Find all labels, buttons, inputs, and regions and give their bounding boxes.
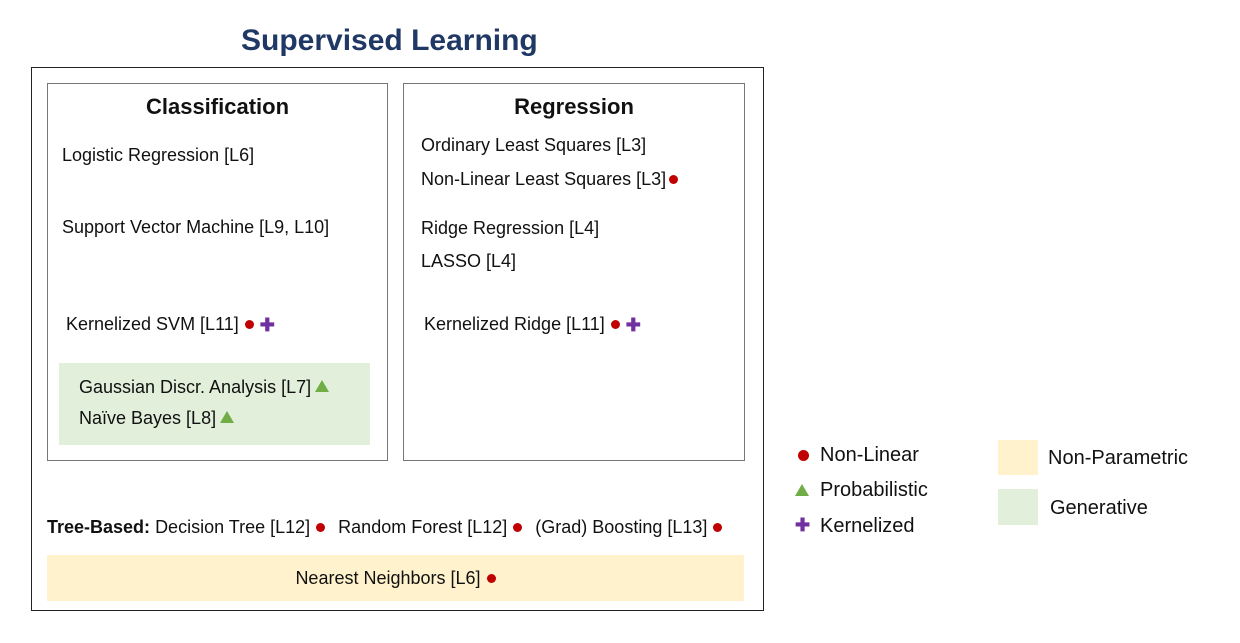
nonlinear-marker-icon xyxy=(513,522,523,532)
probabilistic-marker-icon xyxy=(220,411,235,424)
legend-generative: Generative xyxy=(1050,497,1148,519)
generative-box: Gaussian Discr. Analysis [L7] Naïve Baye… xyxy=(59,363,370,445)
decision-tree-label: Decision Tree [L12] xyxy=(155,517,311,537)
legend-probabilistic: Probabilistic xyxy=(820,479,928,501)
nonparametric-swatch xyxy=(998,440,1038,475)
legend: Non-Linear Probabilistic ✚ Kernelized No… xyxy=(790,440,1220,550)
kernelized-ridge-label: Kernelized Ridge [L11] xyxy=(424,314,605,334)
regression-heading: Regression xyxy=(514,94,634,119)
kernelized-svm-label: Kernelized SVM [L11] xyxy=(66,314,239,334)
kernelized-ridge-item: Kernelized Ridge [L11] ✚ xyxy=(424,313,641,336)
nonlinear-marker-icon xyxy=(486,573,496,583)
nonlinear-marker-icon xyxy=(713,522,723,532)
lasso-item: LASSO [L4] xyxy=(421,250,516,272)
svm-label: Support Vector Machine [L9, L10] xyxy=(62,217,330,237)
nonlinear-marker-icon xyxy=(316,522,326,532)
kernelized-marker-icon: ✚ xyxy=(625,315,641,336)
classification-panel: Classification Logistic Regression [L6] … xyxy=(47,83,388,461)
tree-based-label: Tree-Based: xyxy=(47,517,151,537)
generative-swatch xyxy=(998,489,1038,525)
logistic-regression-item: Logistic Regression [L6] xyxy=(62,144,254,166)
kernelized-marker-icon: ✚ xyxy=(259,315,275,336)
supervised-learning-frame xyxy=(31,67,764,611)
ols-label: Ordinary Least Squares [L3] xyxy=(421,135,647,155)
nlls-item: Non-Linear Least Squares [L3] xyxy=(421,168,679,190)
legend-nonparametric: Non-Parametric xyxy=(1048,447,1189,469)
kernelized-svm-item: Kernelized SVM [L11] ✚ xyxy=(66,313,275,336)
naive-bayes-label: Naïve Bayes [L8] xyxy=(79,408,217,428)
naive-bayes-item: Naïve Bayes [L8] xyxy=(79,407,235,429)
regression-panel: Regression Ordinary Least Squares [L3] N… xyxy=(403,83,745,461)
legend-kernelized: Kernelized xyxy=(820,515,915,537)
ridge-label: Ridge Regression [L4] xyxy=(421,218,600,238)
random-forest-label: Random Forest [L12] xyxy=(338,517,508,537)
nlls-label: Non-Linear Least Squares [L3] xyxy=(421,169,667,189)
nearest-neighbors-item: Nearest Neighbors [L6] xyxy=(47,567,744,589)
logistic-regression-label: Logistic Regression [L6] xyxy=(62,145,255,165)
kernelized-legend-icon: ✚ xyxy=(795,515,811,535)
legend-nonlinear: Non-Linear xyxy=(820,444,919,466)
nonlinear-legend-icon xyxy=(798,450,809,461)
lasso-label: LASSO [L4] xyxy=(421,251,517,271)
ols-item: Ordinary Least Squares [L3] xyxy=(421,134,646,156)
nonlinear-marker-icon xyxy=(244,319,254,329)
probabilistic-legend-icon xyxy=(795,484,809,496)
nearest-neighbors-box: Nearest Neighbors [L6] xyxy=(47,555,744,601)
nearest-neighbors-label: Nearest Neighbors [L6] xyxy=(295,568,481,588)
ridge-item: Ridge Regression [L4] xyxy=(421,217,599,239)
nonlinear-marker-icon xyxy=(669,174,679,184)
boosting-label: (Grad) Boosting [L13] xyxy=(535,517,708,537)
gda-item: Gaussian Discr. Analysis [L7] xyxy=(79,376,330,398)
svm-item: Support Vector Machine [L9, L10] xyxy=(62,216,329,238)
nonlinear-marker-icon xyxy=(610,319,620,329)
probabilistic-marker-icon xyxy=(315,380,330,393)
gda-label: Gaussian Discr. Analysis [L7] xyxy=(79,377,312,397)
diagram-title: Supervised Learning xyxy=(241,24,538,57)
classification-heading: Classification xyxy=(145,94,290,119)
tree-based-row: Tree-Based: Decision Tree [L12] Random F… xyxy=(47,516,723,538)
